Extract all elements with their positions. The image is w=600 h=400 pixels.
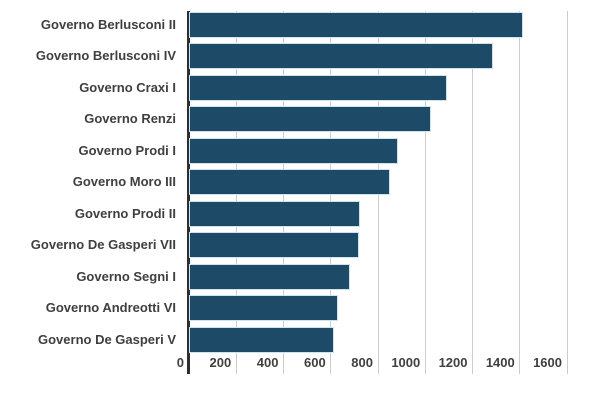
category-label: Governo Segni I (76, 268, 176, 284)
bar (189, 326, 335, 353)
bar (189, 200, 360, 227)
category-label: Governo Renzi (84, 111, 176, 126)
bar (189, 232, 360, 258)
x-tick-label: 600 (304, 355, 326, 370)
x-tick-label: 1400 (485, 355, 515, 370)
category-label: Governo De Gasperi VII (30, 237, 176, 252)
bar (189, 43, 494, 69)
category-label: Governo Craxi I (79, 79, 176, 95)
x-tick-label: 800 (351, 355, 373, 370)
category-label: Governo Berlusconi IV (35, 48, 176, 63)
gridline (566, 11, 568, 374)
bar (189, 106, 431, 132)
bar (189, 263, 351, 290)
gridline (472, 11, 473, 374)
category-label: Governo Prodi I (78, 142, 176, 158)
bar (189, 11, 523, 38)
category-label: Governo Andreotti VI (45, 300, 176, 315)
bar (189, 74, 448, 101)
bar (189, 295, 338, 321)
category-label: Governo De Gasperi V (38, 331, 176, 347)
x-tick-label: 1200 (438, 355, 468, 370)
category-label: Governo Prodi II (74, 205, 176, 221)
bar (189, 137, 399, 164)
x-tick-label: 1600 (533, 355, 562, 370)
x-tick-label: 400 (256, 355, 279, 370)
gridline (424, 11, 426, 374)
x-tick-label: 1000 (391, 355, 421, 370)
x-tick-label: 200 (209, 355, 232, 370)
gridline (519, 11, 521, 374)
bar (189, 169, 391, 195)
x-tick-label: 0 (176, 355, 184, 370)
category-label: Governo Berlusconi II (40, 16, 176, 32)
axis-zero-line (186, 11, 190, 374)
category-label: Governo Moro III (72, 174, 176, 189)
